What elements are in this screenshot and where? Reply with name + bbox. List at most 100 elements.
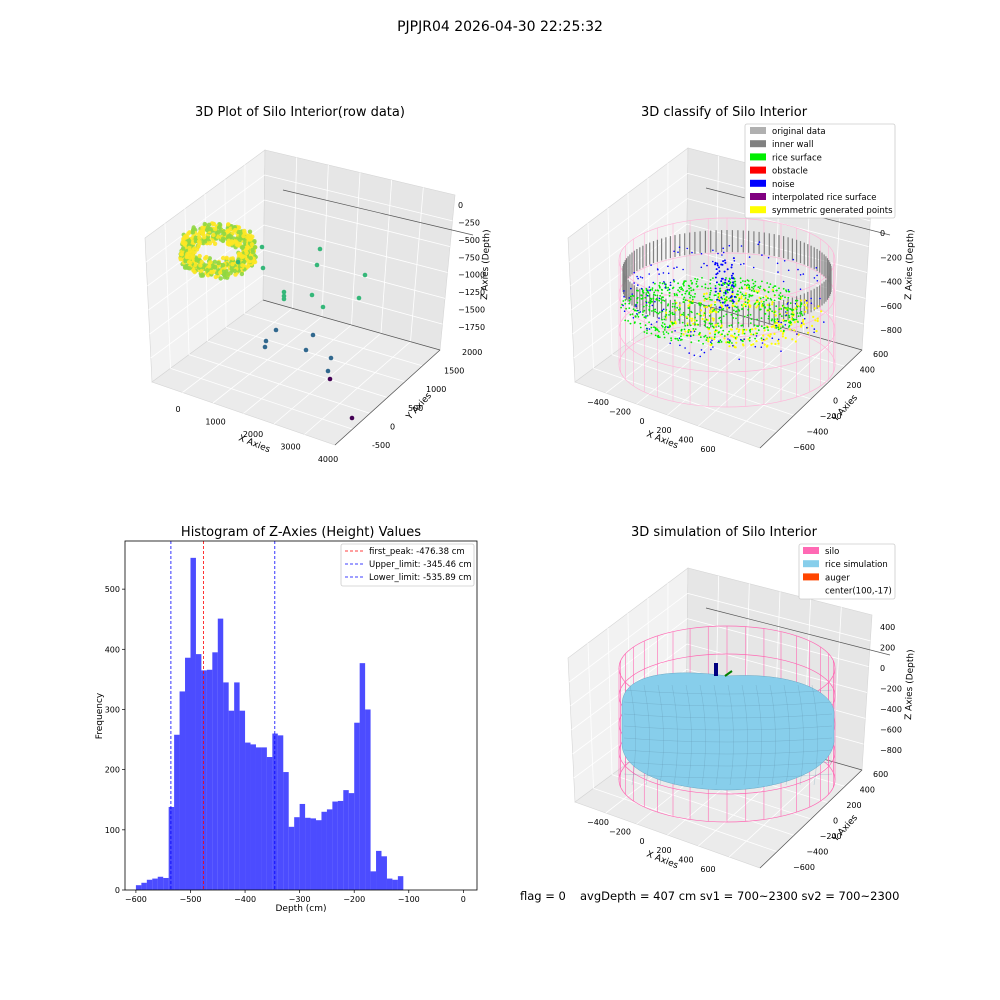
raw-point [239,271,245,277]
rice-surface-point [632,295,635,297]
histogram-bar [386,878,393,890]
rice-surface-point [741,293,744,295]
rice-surface-point [713,308,716,311]
rice-surface-point [720,321,723,324]
rice-surface-point [667,332,670,335]
rice-surface-point [661,325,664,328]
rice-surface-point [767,315,770,318]
rice-surface-point [719,301,722,304]
rice-surface-point [701,277,703,279]
raw-point [327,376,333,382]
rice-surface-point [673,294,676,297]
raw-point [220,236,226,241]
rice-surface-point [718,309,721,312]
noise-point [813,328,816,330]
symmetric-point [735,341,738,344]
classify-legend-swatch [750,206,766,214]
noise-point [668,288,671,291]
symmetric-point [802,323,805,326]
rice-surface-point [694,277,696,280]
noise-point [662,272,665,274]
rice-surface-point [720,341,723,343]
symmetric-point [813,307,816,310]
noise-point [645,315,647,317]
symmetric-point [674,309,677,312]
rice-surface-point [650,326,653,329]
symmetric-point [690,319,693,322]
symmetric-point [712,319,715,322]
symmetric-point [784,336,787,340]
raw-x-tick-label: 0 [175,405,180,414]
raw-y-tick-label: 2000 [462,348,482,357]
noise-point [630,287,632,290]
noise-point [677,251,679,253]
histogram-y-tick-label: 200 [105,766,120,775]
simulation-y-tick-label: −600 [793,863,815,872]
rice-surface-point [676,337,678,340]
rice-surface-point [671,331,673,333]
rice-surface-point [773,285,776,287]
symmetric-point [691,317,694,320]
rice-surface-point [710,289,712,292]
noise-point [813,331,815,334]
simulation-z-tick-label: 400 [880,623,895,632]
rice-surface-point [737,322,740,324]
rice-surface-point [732,317,735,319]
simulation-x-tick-label: 600 [700,865,715,874]
simulation-legend-label: silo [825,547,839,557]
histogram-bar [261,747,267,890]
rice-surface-point [708,327,710,329]
rice-surface-point [734,280,737,283]
histogram-bar [135,885,142,890]
rice-surface-point [781,304,784,307]
symmetric-point [745,286,749,289]
symmetric-point [757,290,760,293]
rice-surface-point [680,328,683,331]
histogram-x-label: Depth (cm) [275,904,326,914]
rice-surface-point [704,286,707,289]
rice-surface-point [674,337,677,340]
rice-surface-point [758,303,760,306]
symmetric-point [804,299,807,302]
rice-surface-point [714,294,717,297]
noise-point [732,281,734,284]
noise-point [721,277,724,280]
classify-legend-label: obstacle [772,167,808,177]
symmetric-point [762,334,765,337]
rice-surface-point [681,321,684,324]
rice-surface-point [622,300,625,302]
noise-point [678,246,681,248]
rice-surface-point [757,286,760,288]
grid-line [568,173,688,263]
rice-surface-point [698,303,701,306]
histogram-bar [255,747,262,890]
rice-surface-point [771,318,773,321]
noise-point [777,338,780,341]
noise-point [690,331,692,333]
symmetric-point [713,330,717,333]
noise-point [731,284,734,287]
rice-surface-point [760,325,763,328]
noise-point [732,344,734,347]
symmetric-point [766,303,769,306]
symmetric-point [731,334,734,337]
rice-surface-point [694,293,696,295]
noise-point [639,276,642,278]
raw-point [218,276,223,281]
raw-point [205,267,210,273]
noise-point [748,256,751,258]
raw-point [213,274,218,280]
rice-surface-point [748,284,751,287]
noise-point [724,304,727,307]
noise-point [799,274,802,276]
rice-surface-point [637,315,640,318]
raw-point [199,259,204,265]
noise-point [637,277,639,280]
surface-mesh-line [769,684,776,786]
rice-surface-point [728,330,730,333]
raw-point [232,268,237,274]
rice-surface-point [738,298,741,300]
rice-surface-point [718,331,720,333]
noise-point [803,317,806,320]
rice-surface-point [631,294,634,297]
